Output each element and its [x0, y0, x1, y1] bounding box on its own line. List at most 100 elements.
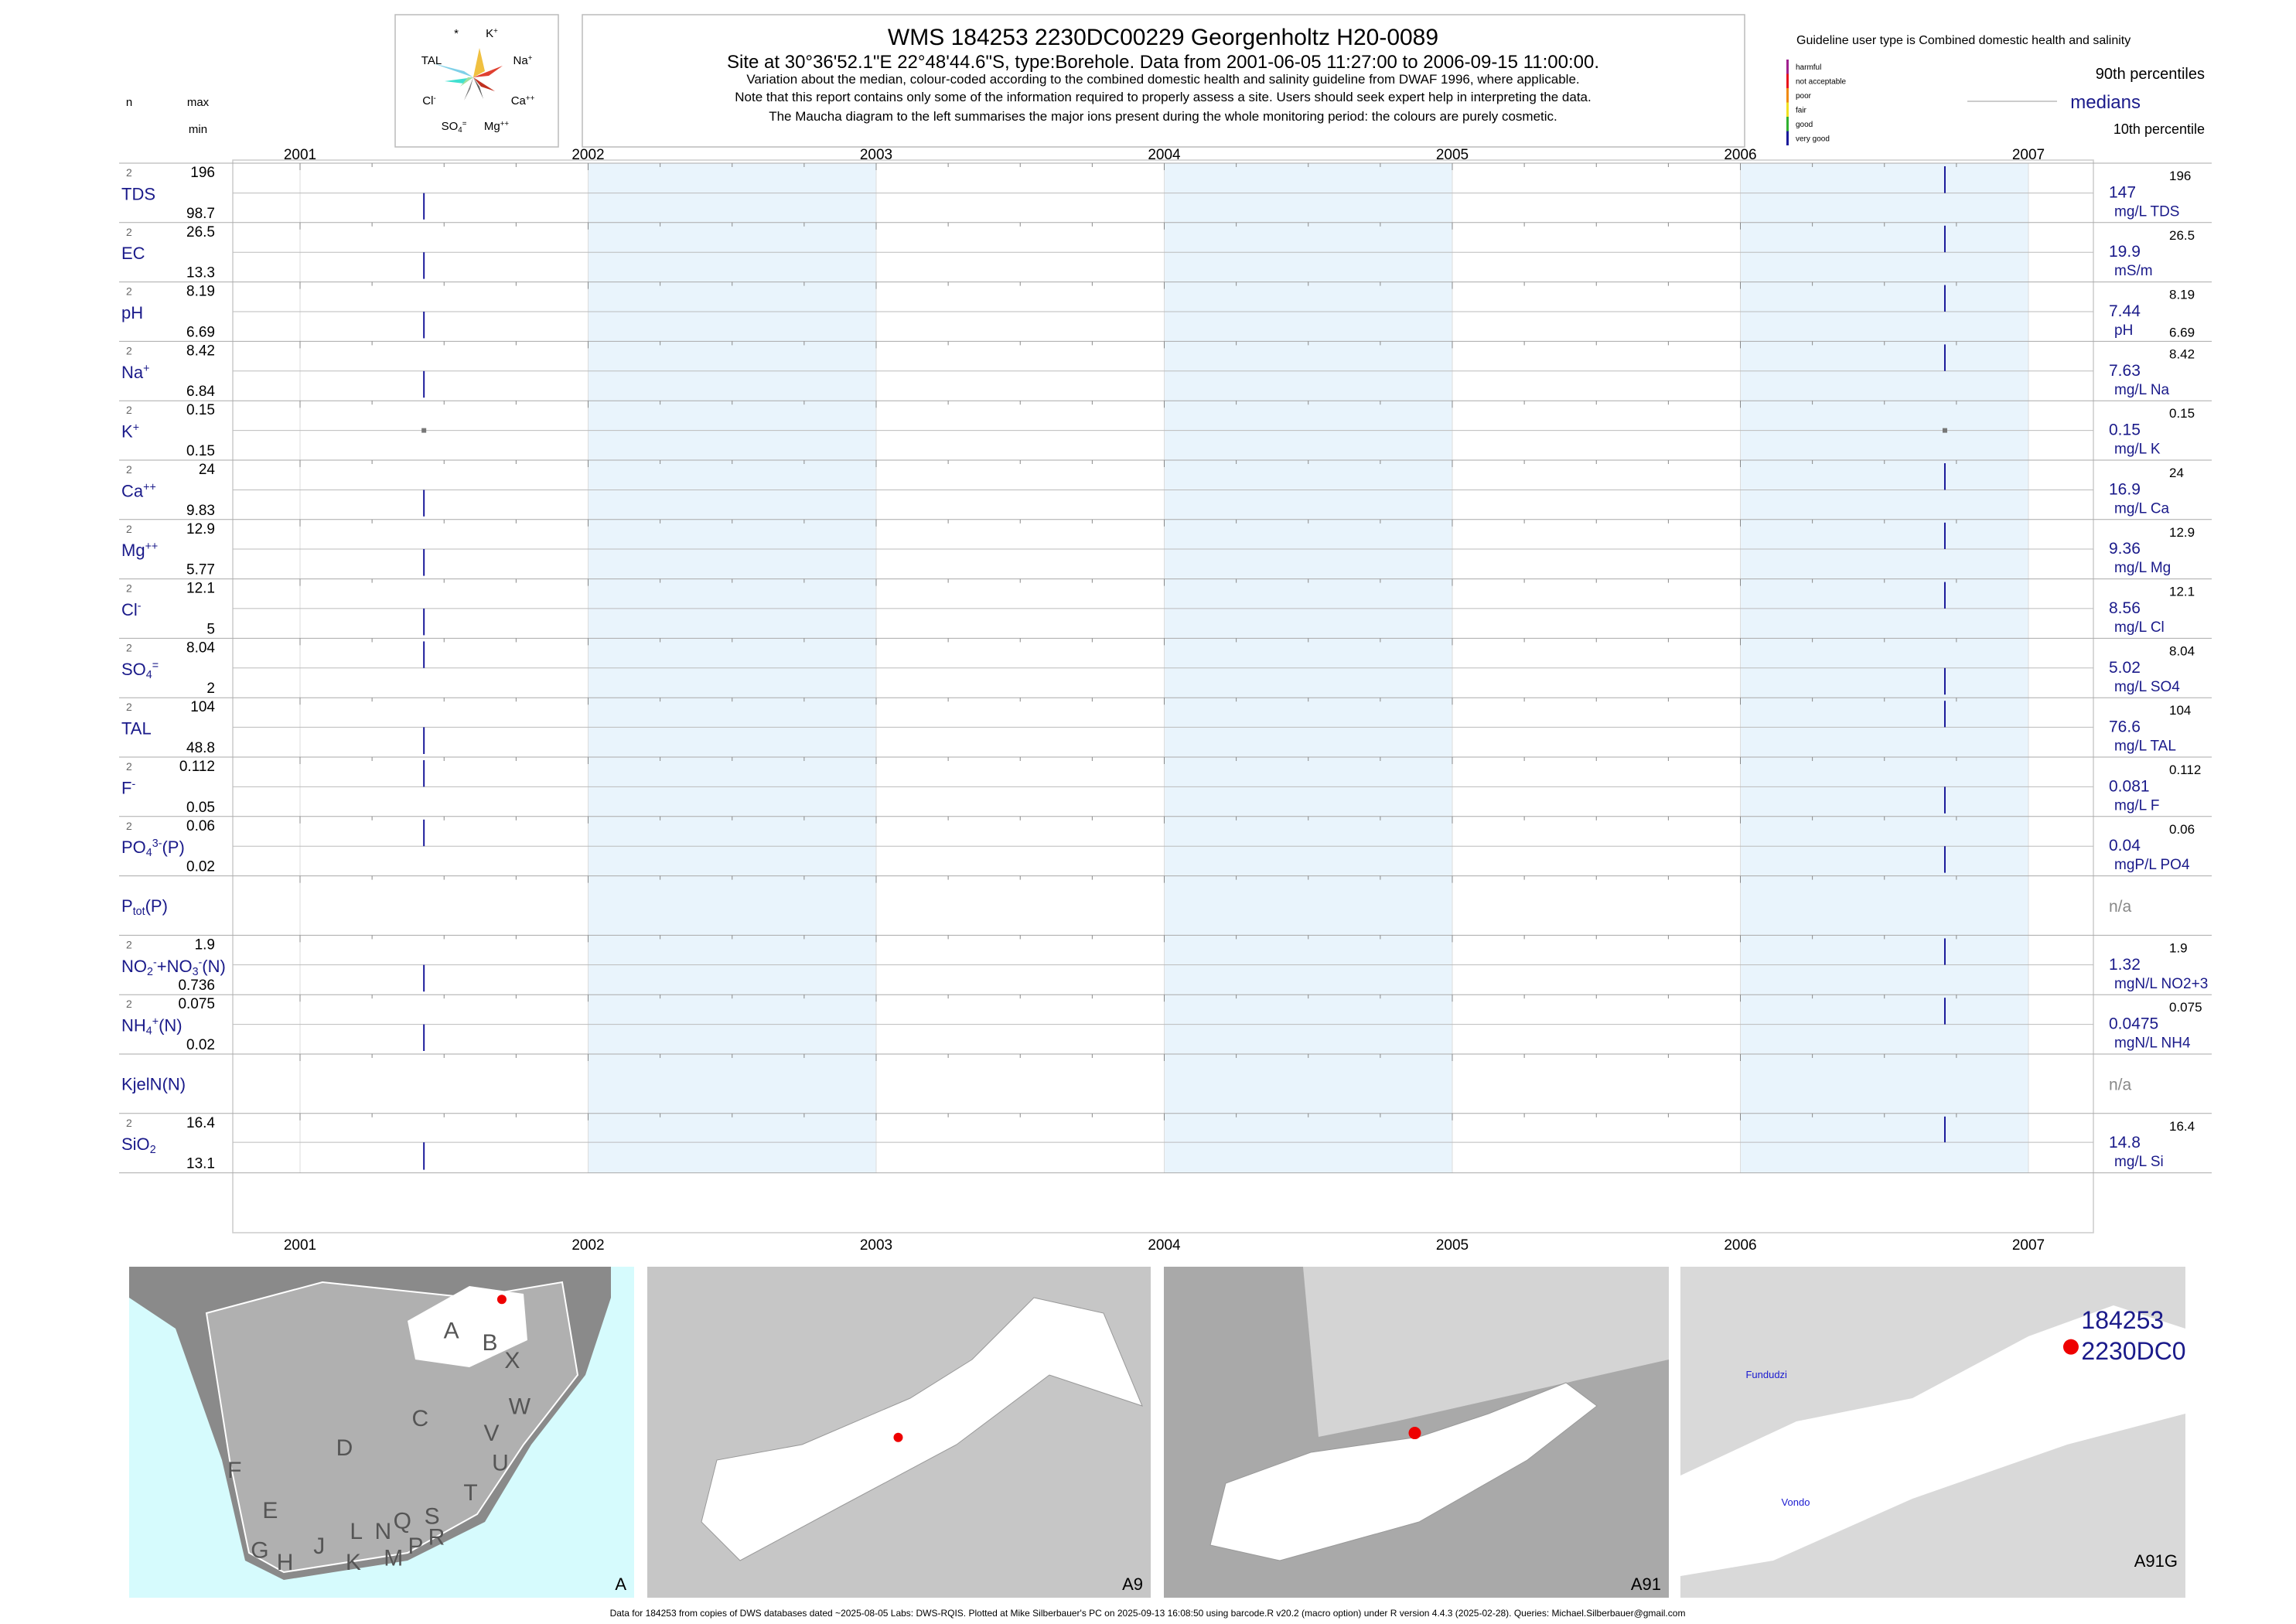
median-value: n/a: [2109, 898, 2132, 916]
unit: mg/L Ca: [2114, 500, 2170, 517]
median-value: 76.6: [2109, 718, 2141, 736]
legend-class: not acceptable: [1796, 78, 1846, 87]
variable-name-sup: ++: [143, 482, 156, 494]
region-label: U: [492, 1450, 509, 1476]
variable-name-sup: 3-: [152, 838, 162, 851]
region-label: T: [463, 1480, 477, 1506]
variable-name: NH4+(N): [121, 1016, 183, 1038]
variable-name-sup: =: [152, 660, 159, 672]
maucha-diagram: [433, 48, 503, 101]
median-value: 8.56: [2109, 599, 2141, 617]
n-value: 2: [126, 760, 132, 773]
maucha-label-sup: =: [462, 120, 467, 128]
n-value: 2: [126, 404, 132, 416]
max-value: 8.19: [186, 284, 215, 300]
map-panel: 184253 2230DC0 Fundudzi Vondo A91G: [1680, 1267, 2186, 1598]
maucha-label-sup: ++: [526, 94, 535, 103]
year-label: 2006: [1724, 1237, 1756, 1254]
max-value: 12.1: [186, 581, 215, 597]
note: The Maucha diagram to the left summarise…: [769, 109, 1557, 124]
n-value: 2: [126, 998, 132, 1010]
max-value: 0.06: [186, 818, 215, 834]
max-value: 1.9: [195, 937, 215, 953]
sample-dot: [1942, 428, 1947, 433]
site-dot: [1408, 1427, 1421, 1440]
legend-swatch: [1786, 102, 1789, 117]
legend-p10: 10th percentile: [2113, 121, 2205, 137]
variable-name-sup: -: [199, 957, 203, 969]
max-value-right: 12.1: [2169, 585, 2195, 599]
n-value: 2: [126, 701, 132, 713]
unit: mg/L F: [2114, 797, 2159, 814]
variable-name: EC: [121, 244, 145, 263]
min-value: 13.3: [186, 265, 215, 281]
variable-name: KjelN(N): [121, 1074, 186, 1093]
maucha-label-part: TAL: [421, 54, 442, 67]
unit: mg/L SO4: [2114, 679, 2180, 695]
variable-name: Ca++: [121, 481, 156, 500]
variable-name-part: pH: [121, 303, 143, 322]
max-value: 12.9: [186, 521, 215, 537]
max-value: 196: [190, 165, 215, 181]
variable-name: SiO2: [121, 1134, 156, 1156]
max-value-right: 0.06: [2169, 822, 2195, 837]
variable-name-part: TDS: [121, 184, 155, 203]
min-value: 0.05: [186, 800, 215, 816]
region-label: J: [313, 1534, 325, 1559]
max-value-right: 1.9: [2169, 940, 2188, 955]
min-value: 5: [206, 621, 215, 637]
legend-class: fair: [1796, 107, 1807, 115]
min-value: 0.02: [186, 859, 215, 875]
map-label: A9: [1122, 1575, 1143, 1594]
variable-name-part: (P): [162, 838, 184, 857]
max-value-right: 8.19: [2169, 288, 2195, 302]
variable-name-part: Na: [121, 363, 144, 382]
median-value: 16.9: [2109, 480, 2141, 498]
unit: mg/L Cl: [2114, 619, 2165, 636]
region-label: K: [346, 1550, 361, 1575]
maucha-label-part: SO: [442, 120, 459, 133]
region: [1303, 1267, 1669, 1437]
min-value: 0.02: [186, 1037, 215, 1053]
variable-name-part: K: [121, 422, 133, 442]
median-value: 5.02: [2109, 659, 2141, 677]
year-label: 2001: [284, 1237, 316, 1254]
unit: pH: [2114, 322, 2133, 339]
legend-p90: 90th percentiles: [2096, 66, 2205, 83]
variable-name: Cl-: [121, 600, 142, 619]
legend-class: harmful: [1796, 63, 1821, 72]
max-value-right: 8.04: [2169, 643, 2195, 658]
guideline: Guideline user type is Combined domestic…: [1796, 34, 2131, 47]
min-value-right: 6.69: [2169, 325, 2195, 339]
max-value-right: 196: [2169, 169, 2191, 183]
year-label: 2005: [1436, 147, 1469, 163]
site-dot: [496, 1295, 507, 1305]
max-value-right: 24: [2169, 466, 2184, 480]
legend-class: poor: [1796, 92, 1812, 101]
variable-name-sub: tot: [133, 906, 145, 918]
legend-swatch: [1786, 73, 1789, 88]
min-value: 98.7: [186, 206, 215, 222]
min-value: 5.77: [186, 562, 215, 578]
variable-name: Ptot(P): [121, 896, 168, 918]
unit: mg/L TAL: [2114, 739, 2176, 755]
legend-class: good: [1796, 121, 1813, 129]
min-value: 6.84: [186, 384, 215, 400]
legend-medians: medians: [2070, 92, 2141, 113]
place-label: Fundudzi: [1745, 1369, 1787, 1380]
maucha-label-part: Na: [513, 54, 529, 67]
median-value: 147: [2109, 183, 2136, 201]
region-label: X: [504, 1348, 520, 1373]
region-label: A: [444, 1319, 459, 1344]
catchment: [1680, 1305, 2185, 1576]
max-value: 8.42: [186, 343, 215, 359]
median-value: 19.9: [2109, 243, 2141, 261]
median-value: 0.15: [2109, 421, 2141, 439]
variable-name: TAL: [121, 719, 152, 739]
variable-name-sub: 4: [146, 1025, 152, 1037]
max-value: 0.15: [186, 402, 215, 418]
year-label: 2006: [1724, 147, 1756, 163]
year-label: 2007: [2012, 1237, 2045, 1254]
variable-name-part: Mg: [121, 541, 145, 560]
